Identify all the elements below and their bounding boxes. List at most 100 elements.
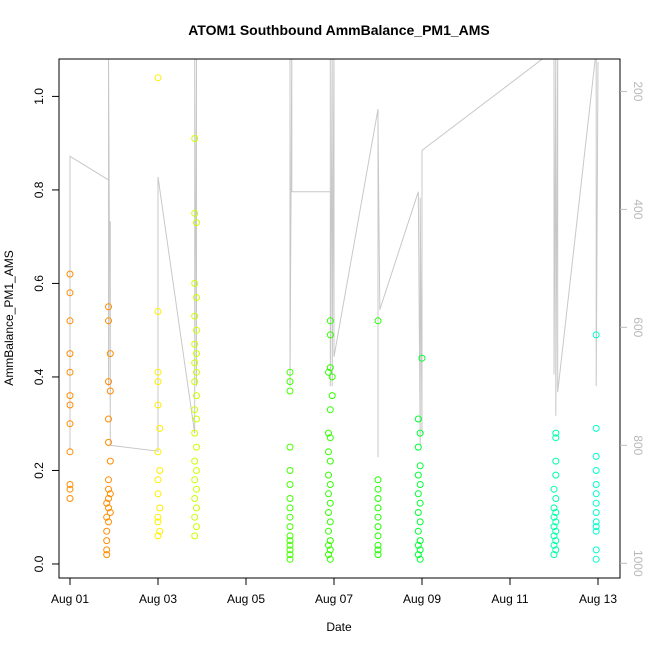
y-axis-label: AmmBalance_PM1_AMS	[2, 250, 16, 385]
data-point	[66, 448, 74, 456]
data-point	[154, 448, 162, 456]
data-point	[550, 523, 558, 531]
data-point	[374, 532, 382, 540]
data-point	[105, 303, 112, 311]
x-tick-label: Aug 05	[227, 592, 265, 606]
data-point	[193, 485, 200, 493]
chart-title: ATOM1 Southbound AmmBalance_PM1_AMS	[188, 22, 490, 38]
data-point	[592, 331, 600, 339]
data-point	[191, 312, 199, 320]
data-point	[374, 546, 382, 554]
y-tick-label: 0.6	[32, 275, 46, 292]
y-tick-label: 0.4	[32, 368, 46, 385]
data-point	[193, 415, 200, 423]
data-point	[592, 527, 600, 535]
data-point	[66, 495, 74, 502]
data-point	[106, 490, 114, 498]
data-point	[286, 481, 294, 488]
data-point	[325, 471, 332, 479]
data-point	[374, 495, 382, 502]
data-point	[592, 509, 600, 516]
right-y-tick-label: 800	[631, 435, 645, 455]
y-tick-label: 0.2	[32, 462, 46, 479]
data-point	[154, 513, 162, 521]
x-axis-label: Date	[326, 620, 352, 634]
data-point	[325, 509, 332, 516]
data-point	[414, 415, 422, 423]
data-point	[154, 532, 162, 540]
data-point	[193, 392, 200, 400]
data-point	[103, 513, 111, 521]
data-point	[191, 135, 199, 142]
data-point	[592, 452, 600, 460]
data-points-layer	[66, 74, 600, 563]
x-tick-label: Aug 07	[315, 592, 353, 606]
data-point	[106, 387, 114, 395]
data-point	[154, 378, 162, 386]
data-point	[154, 476, 162, 484]
data-point	[193, 368, 200, 376]
data-point	[374, 523, 382, 531]
data-point	[193, 326, 200, 334]
data-point	[66, 401, 74, 409]
data-point	[592, 481, 600, 488]
data-point	[193, 294, 200, 301]
data-point	[286, 541, 294, 549]
data-point	[191, 340, 199, 348]
data-point	[414, 443, 422, 451]
data-point	[550, 513, 558, 521]
data-point	[592, 546, 600, 554]
x-tick-label: Aug 09	[403, 592, 441, 606]
data-point	[154, 74, 162, 82]
data-point	[550, 551, 558, 559]
data-point	[325, 448, 332, 456]
x-tick-label: Aug 03	[139, 592, 177, 606]
data-point	[325, 429, 332, 437]
data-point	[592, 523, 600, 531]
data-point	[592, 499, 600, 507]
data-point	[325, 368, 332, 376]
data-point	[156, 424, 164, 432]
right-y-tick-label: 400	[631, 199, 645, 219]
data-point	[326, 537, 334, 545]
data-point	[106, 350, 114, 358]
data-point	[193, 443, 200, 451]
data-point	[154, 518, 162, 526]
data-point	[191, 429, 199, 437]
data-point	[326, 457, 334, 465]
data-point	[106, 509, 114, 516]
data-point	[552, 429, 560, 437]
data-point	[416, 518, 424, 526]
data-point	[592, 555, 600, 563]
y-tick-label: 0.0	[32, 555, 46, 572]
data-point	[592, 467, 600, 474]
data-point	[325, 527, 332, 535]
data-point	[156, 504, 164, 512]
data-point	[416, 481, 424, 488]
data-point	[592, 518, 600, 526]
data-point	[103, 527, 111, 535]
data-point	[286, 495, 294, 502]
data-point	[326, 546, 334, 554]
data-point	[105, 438, 112, 446]
data-point	[105, 476, 112, 484]
right-y-tick-label: 1000	[631, 550, 645, 577]
data-point	[106, 457, 114, 465]
data-point	[416, 462, 424, 470]
secondary-line-layer	[69, 59, 599, 458]
data-point	[154, 308, 162, 315]
data-point	[66, 420, 74, 428]
right-y-tick-label: 600	[631, 317, 645, 337]
data-point	[154, 401, 162, 409]
data-point	[416, 537, 424, 545]
data-point	[374, 476, 382, 484]
data-point	[326, 434, 334, 442]
data-point	[286, 467, 294, 474]
data-point	[66, 350, 74, 358]
data-point	[103, 499, 111, 507]
data-point	[286, 513, 294, 521]
data-point	[550, 504, 558, 512]
data-point	[326, 406, 334, 414]
y-tick-label: 1.0	[32, 88, 46, 105]
